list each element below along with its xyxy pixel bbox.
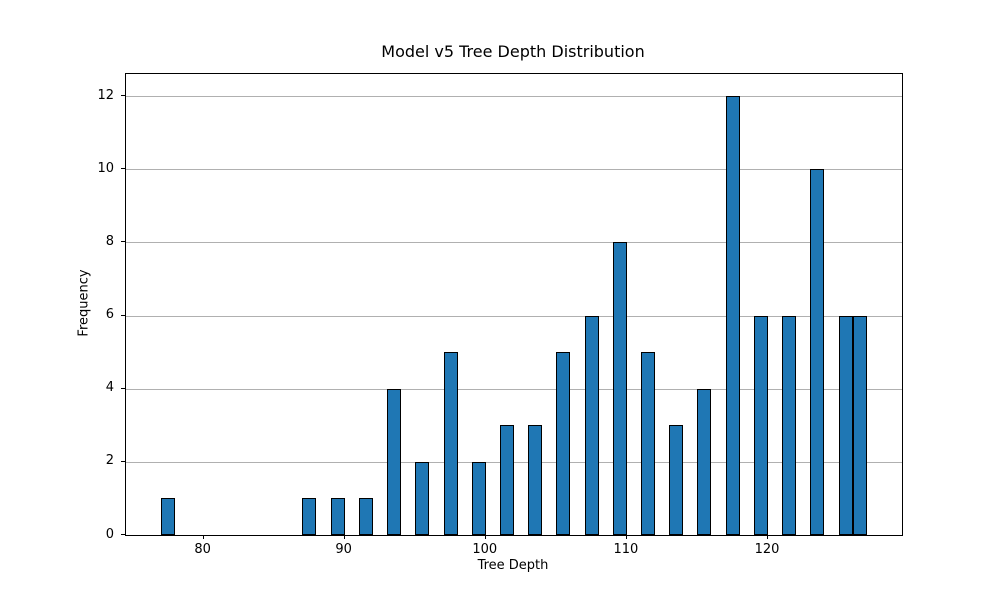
histogram-bar (782, 315, 797, 535)
gridline-y-2 (126, 461, 902, 463)
y-tick-label: 4 (105, 380, 114, 396)
x-tick-label: 120 (754, 542, 780, 557)
gridline-y-12 (126, 96, 902, 97)
histogram-bar (358, 498, 373, 535)
histogram-bar (852, 315, 867, 535)
histogram-bar (528, 425, 543, 535)
gridline-y-6 (126, 315, 902, 317)
y-tick-label: 10 (97, 160, 114, 176)
x-axis-label: Tree Depth (477, 558, 549, 573)
histogram-bar (415, 461, 430, 535)
x-tick-mark (767, 535, 768, 539)
histogram-bar (725, 96, 740, 535)
y-tick-mark (121, 314, 125, 316)
gridline-y-10 (126, 169, 902, 171)
gridline-y-8 (126, 242, 902, 244)
gridline-y-4 (126, 388, 902, 390)
histogram-bar (387, 388, 402, 535)
histogram-bar (499, 425, 514, 535)
y-tick-mark (121, 534, 125, 535)
y-tick-mark (121, 95, 125, 96)
x-tick-label: 90 (335, 542, 352, 557)
y-tick-mark (121, 387, 125, 389)
histogram-bar (669, 425, 684, 535)
x-tick-label: 100 (472, 542, 498, 557)
y-tick-label: 8 (105, 233, 114, 249)
histogram-bar (810, 169, 825, 535)
histogram-bar (753, 315, 768, 535)
histogram-bar (584, 315, 599, 535)
histogram-bar (697, 388, 712, 535)
x-tick-label: 110 (613, 542, 639, 557)
y-tick-mark (121, 460, 125, 462)
y-tick-label: 12 (97, 87, 114, 103)
chart-title: Model v5 Tree Depth Distribution (381, 42, 645, 61)
y-tick-mark (121, 241, 125, 243)
histogram-bar (612, 242, 627, 535)
y-axis-label: Frequency (76, 269, 92, 337)
x-tick-label: 80 (194, 542, 211, 557)
plot-area (125, 73, 903, 536)
x-tick-mark (625, 535, 627, 539)
y-tick-mark (121, 168, 125, 170)
histogram-bar (330, 498, 345, 535)
y-tick-label: 2 (105, 453, 114, 469)
x-tick-mark (343, 535, 345, 539)
histogram-bar (641, 352, 656, 535)
histogram-bar (838, 315, 853, 535)
y-tick-label: 0 (105, 526, 114, 542)
histogram-bar (556, 352, 571, 535)
histogram-bar (471, 461, 486, 535)
histogram-bar (161, 498, 176, 535)
x-tick-mark (484, 535, 486, 539)
histogram-bar (443, 352, 458, 535)
x-tick-mark (202, 535, 204, 539)
y-tick-label: 6 (105, 307, 114, 322)
histogram-bar (302, 498, 317, 535)
